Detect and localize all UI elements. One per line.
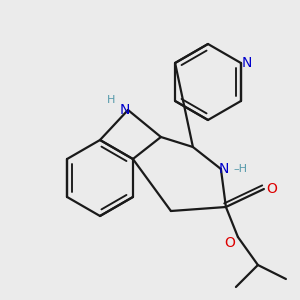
Text: O: O [266,182,277,196]
Text: N: N [120,103,130,117]
Text: H: H [107,95,115,105]
Text: O: O [224,236,235,250]
Text: –H: –H [234,164,248,174]
Text: N: N [242,56,252,70]
Text: N: N [219,162,229,176]
